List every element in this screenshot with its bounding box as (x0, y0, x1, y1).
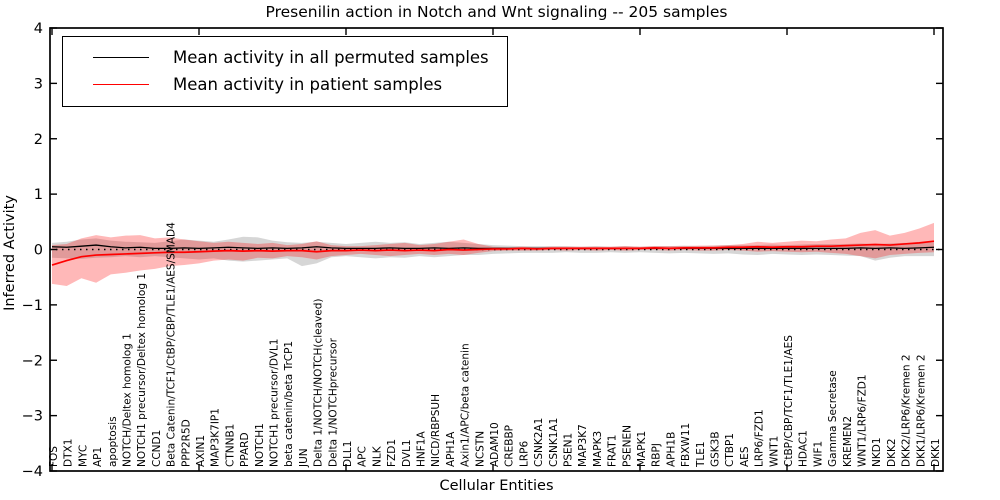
x-category-label: MAP3K7IP1 (210, 408, 222, 467)
legend-line-sample-red-icon (93, 84, 149, 85)
x-category-label: NOTCH1 (254, 423, 266, 467)
x-category-label: RBPJ (651, 443, 663, 467)
x-category-label: HNF1A (416, 431, 428, 467)
x-category-label: MAP3K7 (577, 424, 589, 467)
x-category-label: Delta 1/NOTCH/NOTCH(cleaved) (313, 298, 325, 467)
x-category-label: ADAM10 (489, 422, 501, 467)
x-category-label: PSEN1 (563, 433, 575, 467)
x-category-label: AP1 (92, 447, 104, 467)
x-category-label: FOS (48, 446, 60, 467)
x-category-label: WIF1 (812, 441, 824, 467)
x-category-label: CSNK1A1 (548, 418, 560, 467)
x-category-label: Delta 1/NOTCHprecursor (327, 337, 339, 467)
confidence-band-0 (52, 236, 934, 267)
x-category-label: WNT1/LRP6/FZD1 (857, 374, 869, 467)
x-category-label: NICD/RBPSUH (430, 394, 442, 467)
x-category-label: KREMEN2 (842, 416, 854, 467)
x-category-label: FZD1 (386, 439, 398, 467)
x-category-label: MYC (77, 445, 89, 467)
x-category-label: CTBP1 (724, 433, 736, 467)
legend-line-sample-black-icon (93, 57, 149, 58)
y-tick-label: 1 (34, 187, 43, 203)
y-tick-label: −4 (22, 464, 43, 480)
x-category-label: DKK2/LRP6/Kremen 2 (901, 354, 913, 467)
x-category-label: LRP6/FZD1 (754, 409, 766, 467)
x-category-label: PPP2R5D (180, 419, 192, 467)
x-category-label: FRAT1 (607, 435, 619, 467)
x-category-label: JUN (298, 448, 310, 468)
x-category-label: AES (739, 446, 751, 467)
legend-label-patient: Mean activity in patient samples (173, 75, 443, 94)
x-category-label: CtBP/CBP/TCF1/TLE1/AES (783, 335, 795, 467)
x-category-label: HDAC1 (798, 430, 810, 467)
x-category-label: DTX1 (63, 439, 75, 467)
y-tick-label: 2 (34, 132, 43, 148)
series-line-1 (51, 240, 935, 266)
y-axis-label-text: Inferred Activity (2, 195, 18, 311)
x-category-label: PSENEN (621, 425, 633, 467)
legend-label-permuted: Mean activity in all permuted samples (173, 48, 489, 67)
y-tick-label: 4 (34, 21, 43, 37)
x-category-label: NOTCH1 precursor/DVL1 (269, 339, 281, 467)
x-category-label: TLE1 (695, 441, 707, 468)
x-category-label: DKK2 (886, 438, 898, 467)
x-category-label: MAPK1 (636, 431, 648, 467)
x-category-label: APC (357, 446, 369, 467)
x-category-label: Gamma Secretase (827, 370, 839, 467)
x-category-label: apoptosis (107, 416, 119, 467)
y-tick-label: 0 (34, 243, 43, 259)
x-category-label: NLK (371, 445, 383, 467)
x-category-label: CREBBP (504, 425, 516, 467)
x-category-label: DKK1 (930, 438, 942, 467)
x-category-label: NOTCH/Deltex homolog 1 (122, 333, 134, 467)
x-category-label: LRP6 (518, 441, 530, 467)
x-category-label: NOTCH1 precursor/Deltex homolog 1 (136, 273, 148, 467)
x-category-label: Axin1/APC/beta catenin (460, 343, 472, 467)
x-category-label: DVL1 (401, 439, 413, 467)
confidence-band-1 (52, 222, 934, 287)
x-axis-label: Cellular Entities (439, 478, 554, 494)
x-category-label: DLL1 (342, 441, 354, 467)
x-category-label: APH1B (665, 432, 677, 467)
x-category-label: NCSTN (474, 431, 486, 467)
x-category-label: APH1A (445, 431, 457, 467)
x-category-label: CSNK2A1 (533, 418, 545, 467)
legend: Mean activity in all permuted samples Me… (62, 36, 508, 107)
x-category-label: MAPK3 (592, 431, 604, 467)
legend-entry-permuted: Mean activity in all permuted samples (63, 44, 507, 71)
y-tick-label: −3 (22, 409, 43, 425)
chart-title: Presenilin action in Notch and Wnt signa… (265, 3, 728, 21)
x-category-label: CTNNB1 (224, 424, 236, 467)
x-category-label: DKK1/LRP6/Kremen 2 (915, 354, 927, 467)
x-category-label: PPARD (239, 432, 251, 467)
x-category-label: FBXW11 (680, 423, 692, 467)
y-tick-label: 3 (34, 76, 43, 92)
legend-entry-patient: Mean activity in patient samples (63, 71, 507, 98)
x-category-label: AXIN1 (195, 435, 207, 467)
x-category-label: CCND1 (151, 430, 163, 467)
x-category-label: GSK3B (710, 431, 722, 467)
x-category-label: beta catenin/beta TrCP1 (283, 341, 295, 467)
y-tick-label: −2 (22, 353, 43, 369)
y-tick-label: −1 (22, 298, 43, 314)
x-category-label: Beta Catenin/TCF1/CtBP/CBP/TLE1/AES/SMAD… (166, 222, 178, 467)
x-category-label: NKD1 (871, 437, 883, 467)
x-category-label: WNT1 (768, 436, 780, 467)
